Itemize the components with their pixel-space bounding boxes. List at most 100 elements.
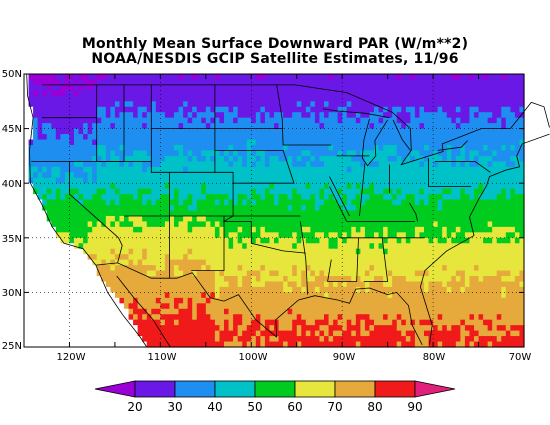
heatmap-cell	[174, 95, 180, 102]
heatmap-cell	[274, 183, 280, 190]
heatmap-cell	[187, 276, 193, 283]
heatmap-cell	[324, 74, 330, 81]
heatmap-cell	[292, 117, 298, 124]
heatmap-cell	[224, 188, 230, 195]
heatmap-cell	[374, 226, 380, 233]
heatmap-cell	[483, 150, 489, 157]
heatmap-cell	[142, 188, 148, 195]
heatmap-cell	[360, 90, 366, 97]
heatmap-cell	[178, 254, 184, 261]
heatmap-cell	[219, 254, 225, 261]
heatmap-cell	[455, 232, 461, 239]
heatmap-cell	[28, 79, 34, 86]
heatmap-cell	[60, 248, 66, 255]
heatmap-cell	[119, 254, 125, 261]
heatmap-cell	[310, 74, 316, 81]
heatmap-cell	[274, 259, 280, 266]
heatmap-cell	[233, 172, 239, 179]
heatmap-cell	[51, 292, 57, 299]
heatmap-cell	[164, 232, 171, 239]
heatmap-cell	[387, 161, 393, 168]
heatmap-cell	[96, 237, 102, 244]
heatmap-cell	[342, 292, 348, 299]
heatmap-cell	[469, 281, 475, 288]
heatmap-cell	[164, 215, 171, 223]
heatmap-cell	[269, 281, 275, 288]
heatmap-cell	[360, 123, 366, 130]
heatmap-cell	[301, 308, 307, 315]
heatmap-cell	[146, 221, 152, 228]
heatmap-cell	[183, 237, 189, 244]
heatmap-cell	[351, 161, 357, 168]
heatmap-cell	[37, 254, 43, 261]
heatmap-cell	[46, 281, 52, 288]
heatmap-cell	[328, 74, 334, 81]
heatmap-cell	[60, 265, 66, 272]
heatmap-cell	[274, 117, 280, 124]
heatmap-cell	[164, 84, 171, 91]
heatmap-cell	[205, 123, 211, 130]
heatmap-cell	[233, 270, 239, 277]
heatmap-cell	[160, 177, 166, 184]
heatmap-cell	[469, 172, 475, 179]
heatmap-cell	[164, 95, 171, 102]
heatmap-cell	[260, 308, 266, 315]
heatmap-cell	[155, 237, 161, 244]
heatmap-cell	[314, 128, 321, 135]
heatmap-cell	[201, 276, 207, 283]
heatmap-cell	[196, 319, 202, 326]
heatmap-cell	[237, 84, 243, 91]
heatmap-cell	[342, 101, 348, 108]
heatmap-cell	[405, 134, 411, 141]
heatmap-cell	[169, 210, 175, 217]
heatmap-cell	[487, 106, 493, 113]
heatmap-cell	[260, 265, 266, 272]
heatmap-cell	[124, 292, 130, 299]
heatmap-cell	[69, 259, 75, 266]
heatmap-cell	[469, 286, 475, 293]
heatmap-cell	[78, 84, 84, 91]
heatmap-cell	[455, 90, 461, 97]
heatmap-cell	[160, 210, 166, 217]
heatmap-cell	[392, 123, 398, 130]
heatmap-cell	[510, 177, 516, 184]
heatmap-cell	[369, 303, 375, 310]
heatmap-cell	[433, 215, 439, 223]
heatmap-cell	[351, 265, 357, 272]
heatmap-cell	[83, 117, 89, 124]
heatmap-cell	[69, 281, 75, 288]
heatmap-cell	[155, 276, 161, 283]
heatmap-cell	[119, 117, 125, 124]
heatmap-cell	[160, 144, 166, 152]
heatmap-cell	[164, 101, 171, 108]
heatmap-cell	[369, 259, 375, 266]
heatmap-cell	[278, 101, 284, 108]
heatmap-cell	[92, 139, 98, 146]
heatmap-cell	[360, 117, 366, 124]
heatmap-cell	[196, 177, 202, 184]
heatmap-cell	[183, 128, 189, 135]
heatmap-cell	[160, 188, 166, 195]
heatmap-cell	[96, 134, 102, 141]
heatmap-cell	[460, 123, 466, 130]
heatmap-cell	[228, 226, 234, 233]
heatmap-cell	[324, 248, 330, 255]
heatmap-cell	[274, 297, 280, 304]
heatmap-cell	[169, 188, 175, 195]
heatmap-cell	[392, 194, 398, 201]
heatmap-cell	[28, 215, 34, 223]
heatmap-cell	[183, 276, 189, 283]
heatmap-cell	[201, 286, 207, 293]
heatmap-cell	[405, 90, 411, 97]
heatmap-cell	[383, 166, 389, 173]
heatmap-cell	[164, 161, 171, 168]
heatmap-cell	[496, 123, 502, 130]
heatmap-cell	[51, 139, 57, 146]
heatmap-cell	[46, 90, 52, 97]
heatmap-cell	[51, 276, 57, 283]
heatmap-cell	[487, 150, 493, 157]
heatmap-cell	[137, 172, 143, 179]
heatmap-cell	[174, 106, 180, 113]
heatmap-cell	[33, 205, 39, 212]
heatmap-cell	[251, 123, 257, 130]
